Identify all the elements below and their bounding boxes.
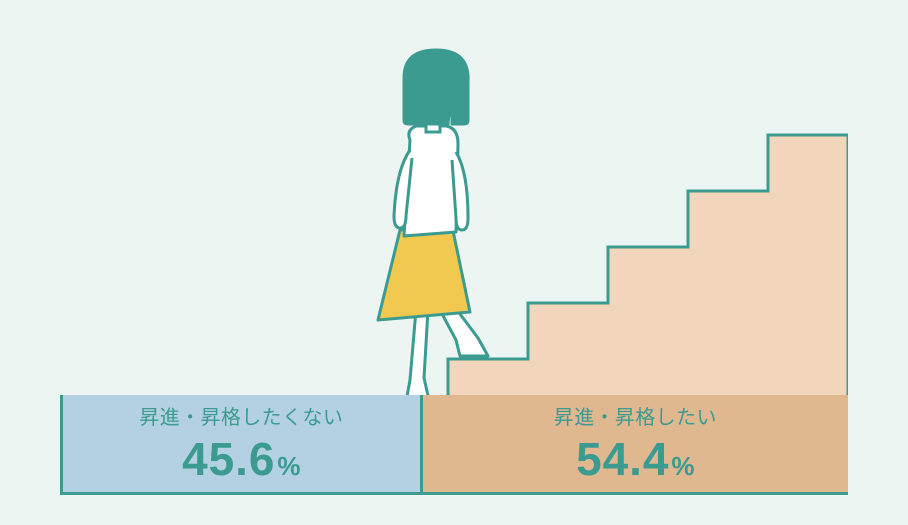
segment-value: 45.6 %: [182, 432, 300, 486]
segment-label: 昇進・昇格したい: [554, 401, 717, 430]
infographic-stage: 昇進・昇格したくない 45.6 % 昇進・昇格したい 54.4 %: [60, 0, 848, 525]
promotion-bar-chart: 昇進・昇格したくない 45.6 % 昇進・昇格したい 54.4 %: [60, 395, 848, 495]
segment-unit: %: [277, 451, 300, 482]
segment-value: 54.4 %: [576, 432, 694, 486]
segment-number: 45.6: [182, 432, 275, 486]
segment-unit: %: [671, 451, 694, 482]
segment-number: 54.4: [576, 432, 669, 486]
bar-segment-yes: 昇進・昇格したい 54.4 %: [423, 395, 848, 492]
stairs-icon: [448, 135, 848, 415]
segment-label: 昇進・昇格したくない: [139, 401, 343, 430]
illustration: [60, 20, 848, 420]
bar-segment-no: 昇進・昇格したくない 45.6 %: [63, 395, 420, 492]
